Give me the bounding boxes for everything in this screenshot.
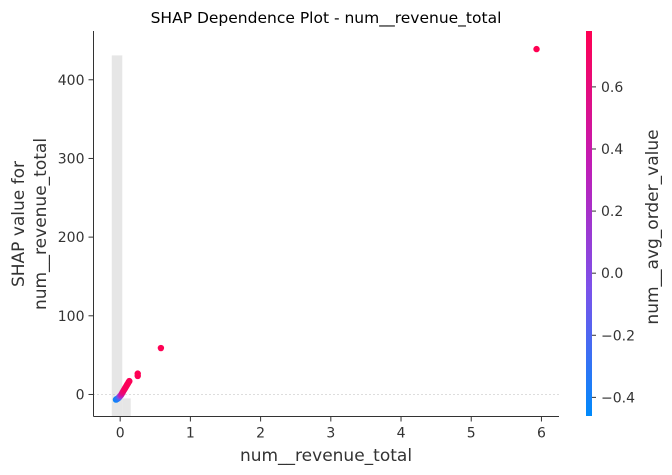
x-tick-label: 1 xyxy=(186,426,195,442)
colorbar xyxy=(586,31,592,416)
data-point xyxy=(533,45,540,53)
y-tick-label: 100 xyxy=(58,309,85,325)
x-tick-label: 4 xyxy=(397,426,406,442)
colorbar-tick-label: −0.4 xyxy=(601,390,635,406)
colorbar-tick-label: 0.6 xyxy=(601,80,623,96)
x-tick-label: 6 xyxy=(537,426,546,442)
histogram-bar-0 xyxy=(111,55,123,417)
data-point xyxy=(134,370,141,377)
chart-title: SHAP Dependence Plot - num__revenue_tota… xyxy=(151,9,502,28)
x-tick-label: 0 xyxy=(116,426,125,442)
y-axis-label-line1: SHAP value for xyxy=(9,161,29,287)
histogram-bar-1 xyxy=(122,398,131,417)
colorbar-tick-label: 0.0 xyxy=(601,266,623,282)
data-point xyxy=(157,344,165,352)
x-axis-label: num__revenue_total xyxy=(240,446,412,466)
colorbar-tick-label: 0.2 xyxy=(601,204,623,220)
colorbar-label: num__avg_order_value xyxy=(643,129,663,324)
y-tick-label: 0 xyxy=(76,387,85,403)
y-axis-label-line2: num__revenue_total xyxy=(31,138,51,310)
x-tick-label: 5 xyxy=(467,426,476,442)
x-tick-label: 3 xyxy=(326,426,335,442)
colorbar-tick-label: −0.2 xyxy=(601,328,635,344)
colorbar-tick-label: 0.4 xyxy=(601,142,623,158)
data-point xyxy=(126,377,133,385)
y-tick-label: 300 xyxy=(58,151,85,167)
y-tick-label: 400 xyxy=(58,73,85,89)
x-tick-label: 2 xyxy=(256,426,265,442)
y-tick-label: 200 xyxy=(58,230,85,246)
